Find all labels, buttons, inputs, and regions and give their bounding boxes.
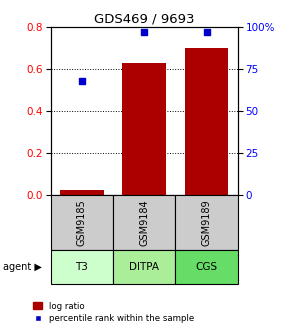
Text: agent ▶: agent ▶ [3,262,42,272]
Text: DITPA: DITPA [129,262,159,272]
Bar [175,195,238,250]
Text: CGS: CGS [195,262,218,272]
Bar [51,195,113,250]
Bar [122,62,166,195]
Text: T3: T3 [75,262,88,272]
Bar [60,190,104,195]
Point [142,29,146,35]
Point [204,29,209,35]
Text: GSM9189: GSM9189 [202,199,212,246]
Bar [51,250,113,284]
Bar [185,48,229,195]
Text: GSM9185: GSM9185 [77,199,87,246]
Point [79,78,84,83]
Legend: log ratio, percentile rank within the sample: log ratio, percentile rank within the sa… [33,302,194,323]
Title: GDS469 / 9693: GDS469 / 9693 [94,13,195,26]
Bar [113,195,175,250]
Bar [175,250,238,284]
Text: GSM9184: GSM9184 [139,199,149,246]
Bar [113,250,175,284]
